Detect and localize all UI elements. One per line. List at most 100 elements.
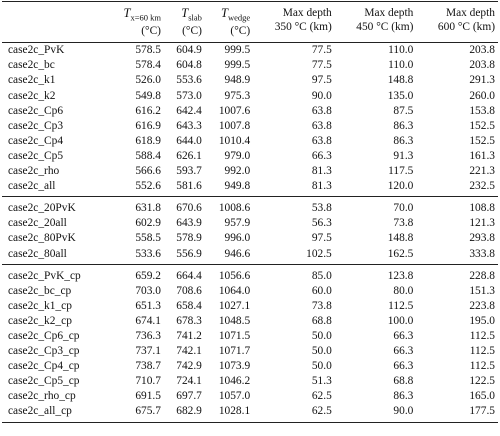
- value-cell: 203.8: [469, 44, 495, 57]
- value-cell: 77.5: [311, 44, 332, 57]
- table-row: case2c_PvK_cp 659.2 664.4 1056.6 85.0 123.8 22…: [2, 264, 498, 284]
- header-symbol: T: [181, 6, 189, 20]
- table-row: case2c_bc_cp 703.0 708.6 1064.0 60.0 80.0 151.…: [2, 284, 498, 299]
- case-name: case2c_Cp3_cp: [8, 345, 80, 358]
- value-cell: 682.9: [176, 405, 202, 418]
- case-name: case2c_all: [8, 180, 56, 193]
- value-cell: 122.5: [469, 375, 495, 388]
- value-cell: 228.8: [469, 269, 495, 282]
- value-cell: 741.2: [176, 329, 202, 342]
- value-cell: 526.0: [135, 74, 161, 87]
- value-cell: 593.7: [176, 165, 202, 178]
- value-cell: 742.1: [176, 345, 202, 358]
- header-title: Max depth: [282, 7, 332, 19]
- value-cell: 177.5: [469, 405, 495, 418]
- table-header: Tx=60 km (°C) Tslab (°C) Twedge (°C) Max depth…: [2, 1, 498, 43]
- value-cell: 674.1: [135, 314, 161, 327]
- value-cell: 161.3: [469, 149, 495, 162]
- case-name: case2c_20PvK: [8, 202, 76, 215]
- value-cell: 66.3: [311, 149, 332, 162]
- value-cell: 581.6: [176, 180, 202, 193]
- value-cell: 86.3: [393, 119, 414, 132]
- value-cell: 738.7: [135, 360, 161, 373]
- value-cell: 552.6: [135, 180, 161, 193]
- header-line: (°C): [111, 24, 161, 38]
- value-cell: 90.0: [393, 405, 414, 418]
- case-name: case2c_k1: [8, 74, 56, 87]
- value-cell: 112.5: [388, 299, 414, 312]
- table-row: case2c_20all 602.9 643.9 957.9 56.3 73.8 121.3: [2, 216, 498, 231]
- value-cell: 948.9: [224, 74, 251, 87]
- value-cell: 588.4: [135, 149, 161, 162]
- value-cell: 1007.8: [218, 119, 251, 132]
- header-line: Tslab: [167, 6, 202, 24]
- value-cell: 112.5: [469, 329, 495, 342]
- value-cell: 553.6: [176, 74, 202, 87]
- value-cell: 66.3: [393, 360, 414, 373]
- header-cell: [2, 2, 108, 43]
- case-name: case2c_k2_cp: [8, 314, 72, 327]
- value-cell: 100.0: [387, 314, 414, 327]
- table-row: case2c_k2_cp 674.1 678.3 1048.5 68.8 100.0 195…: [2, 314, 498, 329]
- data-table: Tx=60 km (°C) Tslab (°C) Twedge (°C) Max depth…: [2, 1, 498, 423]
- value-cell: 62.5: [311, 405, 332, 418]
- header-line: 600 °C (km): [419, 20, 495, 34]
- value-cell: 223.8: [469, 299, 495, 312]
- value-cell: 121.3: [469, 217, 495, 230]
- table-row: case2c_Cp3 616.9 643.3 1007.8 63.8 86.3 152.5: [2, 119, 498, 134]
- value-cell: 678.3: [176, 314, 202, 327]
- table-row: case2c_Cp6_cp 736.3 741.2 1071.5 50.0 66.3 112…: [2, 329, 498, 344]
- value-cell: 203.8: [469, 59, 495, 72]
- value-cell: 50.0: [311, 360, 332, 373]
- value-cell: 291.3: [469, 74, 495, 87]
- value-cell: 162.5: [387, 247, 414, 260]
- value-cell: 737.1: [135, 345, 161, 358]
- header-line: 350 °C (km): [256, 20, 332, 34]
- table-row: case2c_rho_cp 691.5 697.7 1057.0 62.5 86.3 165…: [2, 389, 498, 404]
- table-row: case2c_80all 533.6 556.9 946.6 102.5 162.5 333…: [2, 247, 498, 265]
- value-cell: 724.1: [176, 375, 202, 388]
- value-cell: 644.0: [176, 134, 202, 147]
- value-cell: 1010.4: [218, 134, 251, 147]
- value-cell: 643.9: [176, 217, 202, 230]
- header-unit: 350 °C (km): [274, 21, 332, 33]
- header-line: Max depth: [256, 6, 332, 20]
- header-subscript: wedge: [227, 12, 251, 23]
- value-cell: 996.0: [224, 232, 251, 245]
- value-cell: 73.8: [311, 299, 332, 312]
- value-cell: 51.3: [311, 375, 332, 388]
- header-unit: (°C): [141, 25, 161, 38]
- case-name: case2c_bc_cp: [8, 284, 72, 297]
- value-cell: 691.5: [135, 390, 161, 403]
- value-cell: 77.5: [311, 59, 332, 72]
- table-row: case2c_k2 549.8 573.0 975.3 90.0 135.0 260.0: [2, 89, 498, 104]
- value-cell: 68.8: [311, 314, 332, 327]
- header-cell: Max depth 350 °C (km): [253, 2, 335, 43]
- value-cell: 1071.7: [218, 345, 251, 358]
- header-cell: Max depth 450 °C (km): [335, 2, 417, 43]
- case-name: case2c_k2: [8, 89, 56, 102]
- value-cell: 68.8: [393, 375, 414, 388]
- header-title: Max depth: [364, 7, 414, 19]
- value-cell: 651.3: [135, 299, 161, 312]
- case-name: case2c_20all: [8, 217, 67, 230]
- header-cell: Tslab (°C): [164, 2, 205, 43]
- value-cell: 710.7: [135, 375, 161, 388]
- value-cell: 66.3: [393, 329, 414, 342]
- value-cell: 117.5: [388, 165, 414, 178]
- value-cell: 1056.6: [218, 269, 251, 282]
- value-cell: 533.6: [135, 247, 161, 260]
- table-row: case2c_k1 526.0 553.6 948.9 97.5 148.8 291.3: [2, 73, 498, 88]
- header-cell: Twedge (°C): [205, 2, 253, 43]
- header-title: Max depth: [445, 7, 495, 19]
- table-row: case2c_bc 578.4 604.8 999.5 77.5 110.0 203.8: [2, 58, 498, 73]
- value-cell: 97.5: [311, 232, 332, 245]
- value-cell: 70.0: [393, 202, 414, 215]
- case-name: case2c_80PvK: [8, 232, 76, 245]
- case-name: case2c_Cp6: [8, 104, 64, 117]
- value-cell: 50.0: [311, 329, 332, 342]
- value-cell: 549.8: [135, 89, 161, 102]
- value-cell: 151.3: [469, 284, 495, 297]
- case-name: case2c_bc: [8, 59, 55, 72]
- value-cell: 120.0: [387, 180, 414, 193]
